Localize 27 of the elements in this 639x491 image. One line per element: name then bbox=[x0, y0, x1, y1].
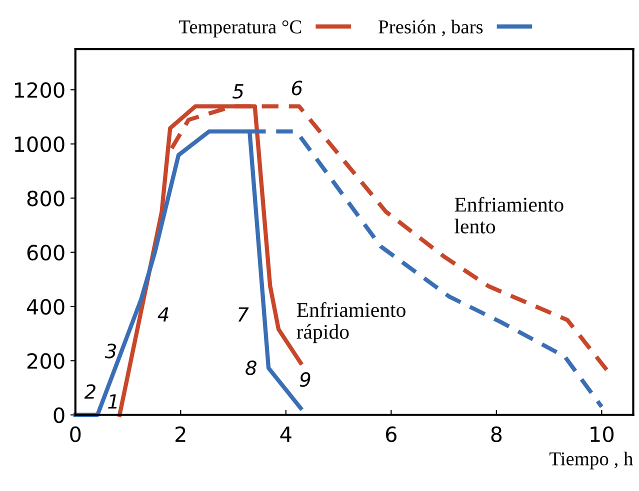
annotation: 3 bbox=[104, 344, 116, 358]
annotation: 5 bbox=[232, 84, 244, 99]
y-tick-label: 1000 bbox=[14, 136, 64, 152]
x-tick-label: 4 bbox=[280, 426, 292, 442]
y-tick-label: 800 bbox=[27, 190, 64, 206]
x-tick-label: 0 bbox=[70, 426, 81, 442]
annotation: 9 bbox=[300, 372, 310, 387]
annotation: 4 bbox=[158, 307, 168, 322]
y-tick-label: 0 bbox=[54, 407, 64, 424]
annotation: 8 bbox=[246, 360, 256, 376]
y-tick-label: 1200 bbox=[14, 82, 64, 98]
annotation: Enfriamiento rápido bbox=[296, 302, 406, 344]
annotation: Enfriamiento lento bbox=[454, 196, 564, 234]
x-tick-label: 10 bbox=[590, 426, 614, 442]
y-tick-label: 200 bbox=[27, 353, 64, 369]
legend-label: Presión , bars bbox=[378, 20, 483, 36]
y-tick-label: 400 bbox=[26, 298, 64, 315]
annotation: 7 bbox=[238, 307, 249, 322]
y-tick-label: 600 bbox=[27, 244, 64, 261]
x-tick-label: 6 bbox=[386, 426, 396, 442]
legend-label: Temperatura °C bbox=[178, 20, 302, 38]
annotation: 1 bbox=[108, 394, 117, 409]
x-axis-title: Tiempo , h bbox=[550, 452, 633, 470]
annotation: 2 bbox=[84, 384, 96, 399]
x-tick-label: 8 bbox=[491, 426, 502, 442]
annotation: 6 bbox=[292, 80, 302, 96]
x-tick-label: 2 bbox=[176, 426, 186, 442]
